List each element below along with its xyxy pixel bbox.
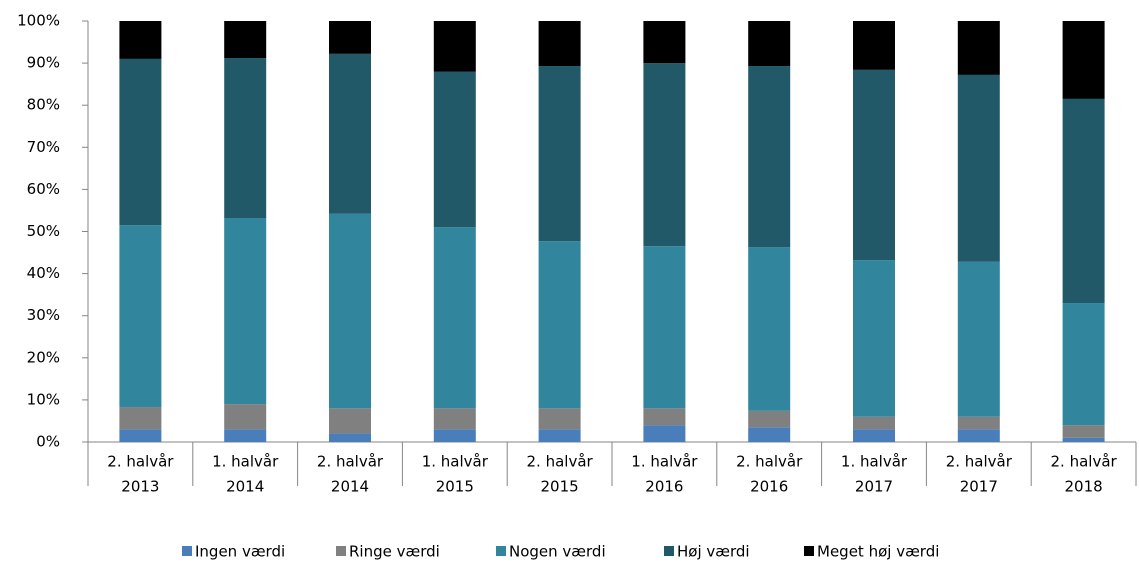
bar-segment [748, 21, 791, 67]
x-tick-label: 2014 [226, 478, 264, 496]
x-tick-label: 2. halvår [527, 453, 594, 471]
bar-segment [119, 21, 162, 59]
bar-segment [1062, 21, 1105, 99]
x-tick-label: 2013 [121, 478, 159, 496]
bar-segment [643, 63, 686, 247]
bar-segment [853, 416, 895, 430]
bar-segment [329, 213, 371, 409]
y-tick-label: 70% [27, 138, 60, 156]
bar-segment [538, 66, 581, 242]
x-tick-label: 2. halvår [946, 453, 1013, 471]
bar-segment [433, 429, 476, 442]
bar-segment [1062, 98, 1105, 304]
legend-swatch [664, 546, 674, 556]
legend-label: Nogen værdi [509, 543, 606, 561]
y-tick-label: 100% [17, 12, 60, 30]
bar-segment [957, 429, 1000, 442]
bar-segment [853, 21, 895, 70]
legend-swatch [336, 546, 346, 556]
x-tick-label: 1. halvår [212, 453, 279, 471]
bar-segment [1062, 437, 1105, 442]
bar-segment [433, 408, 476, 430]
x-tick-label: 2017 [855, 478, 893, 496]
bar-segment [224, 218, 267, 405]
bar-segment [957, 416, 1000, 430]
bar-segment [748, 427, 791, 442]
bar-segment [433, 227, 476, 409]
legend-label: Høj værdi [677, 543, 750, 561]
x-tick-label: 1. halvår [631, 453, 698, 471]
bar-segment [329, 408, 371, 434]
bar-segment [643, 408, 686, 426]
bar-segment [643, 246, 686, 409]
x-tick-label: 2016 [750, 478, 788, 496]
bar-segment [224, 429, 267, 442]
y-tick-label: 50% [27, 222, 60, 240]
bar-segment [538, 429, 581, 442]
bar-segment [853, 69, 895, 261]
bar-segment [643, 21, 686, 64]
bar-segment [957, 261, 1000, 417]
bar-segment [538, 241, 581, 409]
bar-segment [538, 408, 581, 430]
bar-segment [119, 225, 162, 408]
x-tick-label: 2016 [645, 478, 683, 496]
bar-segment [643, 425, 686, 442]
x-tick-label: 2. halvår [317, 453, 384, 471]
y-tick-label: 30% [27, 306, 60, 324]
y-tick-label: 80% [27, 96, 60, 114]
bar-segment [748, 66, 791, 248]
bar-segment [329, 433, 371, 442]
bar-segment [224, 58, 267, 219]
y-tick-label: 90% [27, 54, 60, 72]
x-tick-label: 2. halvår [736, 453, 803, 471]
legend-label: Ringe værdi [349, 543, 440, 561]
bar-segment [853, 260, 895, 417]
legend-label: Ingen værdi [195, 543, 285, 561]
bar-segment [853, 429, 895, 442]
bar-segment [748, 410, 791, 428]
bar-segment [433, 71, 476, 228]
y-tick-label: 40% [27, 264, 60, 282]
x-tick-label: 1. halvår [422, 453, 489, 471]
bar-segment [329, 21, 371, 54]
bar-segment [957, 21, 1000, 75]
legend-swatch [804, 546, 814, 556]
bar-segment [119, 58, 162, 226]
x-tick-label: 2018 [1065, 478, 1103, 496]
bar-segment [119, 407, 162, 430]
y-tick-label: 0% [36, 433, 60, 451]
x-tick-label: 2015 [436, 478, 474, 496]
x-tick-label: 2015 [541, 478, 579, 496]
x-tick-label: 2. halvår [1051, 453, 1118, 471]
legend-swatch [496, 546, 506, 556]
bar-segment [224, 21, 267, 59]
bar-segment [224, 404, 267, 430]
x-tick-label: 1. halvår [841, 453, 908, 471]
bar-segment [957, 74, 1000, 262]
x-tick-label: 2017 [960, 478, 998, 496]
bar-segment [538, 21, 581, 67]
y-tick-label: 60% [27, 180, 60, 198]
bar-segment [748, 247, 791, 411]
bar-segment [329, 53, 371, 214]
bar-segment [1062, 425, 1105, 438]
x-tick-label: 2014 [331, 478, 369, 496]
bar-segment [119, 429, 162, 442]
bar-segment [433, 21, 476, 72]
legend-label: Meget høj værdi [817, 543, 939, 561]
y-tick-label: 10% [27, 390, 60, 408]
y-tick-label: 20% [27, 348, 60, 366]
x-tick-label: 2. halvår [107, 453, 174, 471]
legend-swatch [182, 546, 192, 556]
bar-segment [1062, 303, 1105, 426]
